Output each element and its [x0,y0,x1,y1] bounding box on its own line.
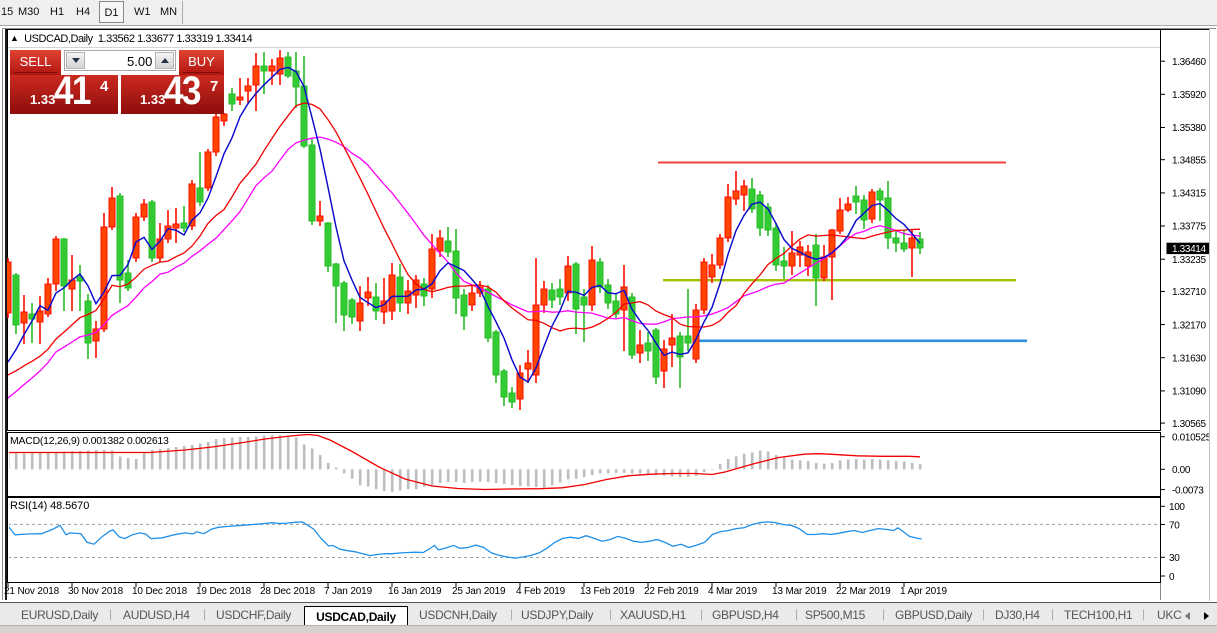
svg-text:13 Mar 2019: 13 Mar 2019 [772,586,827,597]
svg-text:13 Feb 2019: 13 Feb 2019 [580,586,635,597]
svg-text:7 Jan 2019: 7 Jan 2019 [324,586,373,597]
svg-text:28 Dec 2018: 28 Dec 2018 [260,586,316,597]
svg-text:1.31090: 1.31090 [1172,387,1206,398]
svg-text:1.33235: 1.33235 [1172,255,1206,266]
svg-text:22 Mar 2019: 22 Mar 2019 [836,586,891,597]
svg-text:25 Jan 2019: 25 Jan 2019 [452,586,506,597]
svg-text:4 Mar 2019: 4 Mar 2019 [708,586,758,597]
svg-text:21 Nov 2018: 21 Nov 2018 [4,586,60,597]
svg-text:19 Dec 2018: 19 Dec 2018 [196,586,252,597]
svg-text:1.33775: 1.33775 [1172,222,1206,233]
svg-text:1.32170: 1.32170 [1172,320,1206,331]
svg-text:1.30565: 1.30565 [1172,419,1206,430]
svg-text:1.31630: 1.31630 [1172,353,1206,364]
svg-text:1.33414: 1.33414 [1172,244,1206,255]
svg-text:1.35920: 1.35920 [1172,90,1206,101]
svg-text:30 Nov 2018: 30 Nov 2018 [68,586,124,597]
svg-text:-0.0073: -0.0073 [1172,485,1204,496]
svg-text:1.32710: 1.32710 [1172,287,1206,298]
svg-text:1.35380: 1.35380 [1172,123,1206,134]
svg-text:1.34855: 1.34855 [1172,155,1206,166]
svg-text:0.00: 0.00 [1172,465,1191,476]
svg-text:10 Dec 2018: 10 Dec 2018 [132,586,188,597]
svg-text:16 Jan 2019: 16 Jan 2019 [388,586,442,597]
svg-text:22 Feb 2019: 22 Feb 2019 [644,586,699,597]
svg-text:1.34315: 1.34315 [1172,189,1206,200]
svg-text:100: 100 [1169,502,1185,513]
svg-text:30: 30 [1169,553,1180,564]
svg-text:4 Feb 2019: 4 Feb 2019 [516,586,566,597]
svg-text:1 Apr 2019: 1 Apr 2019 [900,586,947,597]
svg-text:0: 0 [1169,572,1175,583]
svg-text:70: 70 [1169,520,1180,531]
svg-text:1.36460: 1.36460 [1172,57,1206,68]
svg-text:0.010525: 0.010525 [1172,432,1212,443]
